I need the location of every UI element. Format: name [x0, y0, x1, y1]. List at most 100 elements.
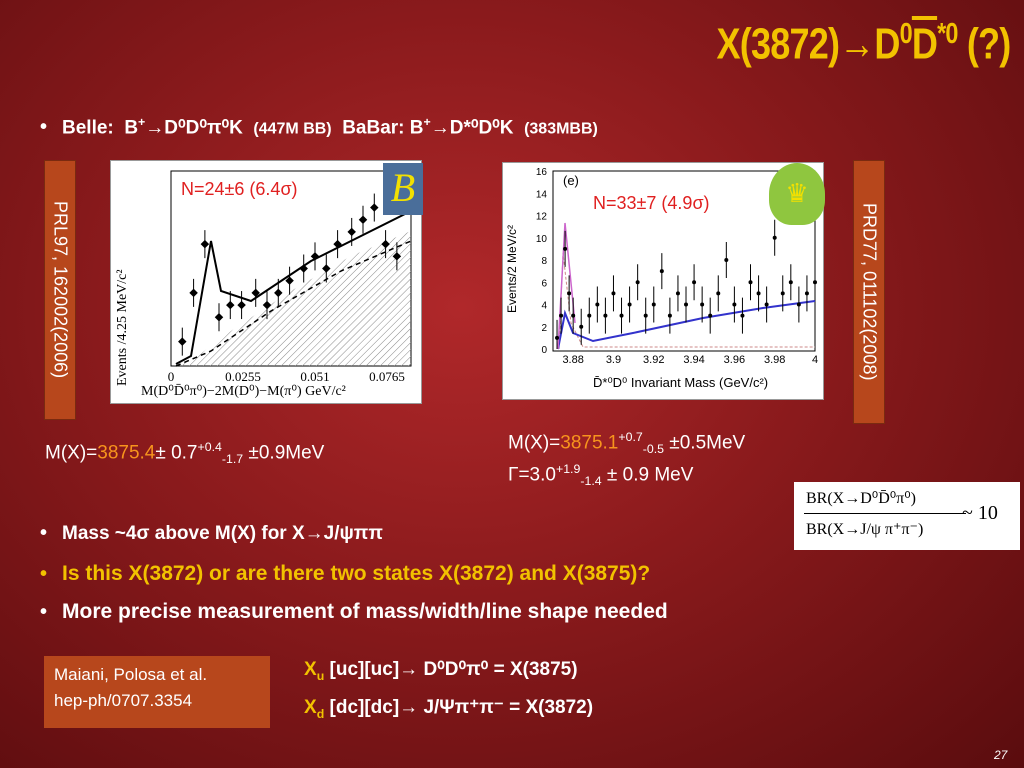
babar-data-point: [788, 280, 793, 285]
reference-authors: Maiani, Polosa et al.: [54, 665, 208, 684]
belle-signal-yield: N=24±6 (6.4σ): [181, 179, 298, 199]
belle-data-point: [200, 239, 210, 249]
babar-ytick-label: 14: [536, 189, 548, 200]
belle-data-point: [310, 252, 320, 261]
babar-data-point: [692, 280, 697, 285]
belle-ylabel: Events /4.25 MeV/c²: [115, 269, 130, 386]
ratio-denominator: BR(X→J/ψ π⁺π⁻): [806, 521, 924, 538]
bullet-mass: • Mass ~4σ above M(X) for X→J/ψππ: [40, 522, 383, 544]
branching-ratio-box: BR(X→D⁰D̄⁰π⁰) BR(X→J/ψ π⁺π⁻) ~ 10: [794, 482, 1020, 550]
babar-data-point: [611, 291, 616, 296]
mass-belle: M(X)=3875.4± 0.7+0.4-1.7 ±0.9MeV: [45, 440, 325, 467]
xu-line: Xu [uc][uc]→ D⁰D⁰π⁰ = X(3875): [304, 659, 578, 683]
belle-data-point: [189, 288, 198, 298]
babar-xtick-label: 4: [812, 354, 818, 366]
ratio-fraction-bar: [804, 513, 966, 514]
ratio-value: ~ 10: [962, 502, 998, 524]
belle-data-point: [381, 239, 390, 249]
width-babar: Γ=3.0+1.9-1.4 ± 0.9 MeV: [508, 462, 694, 489]
babar-xtick-label: 3.9: [606, 354, 621, 366]
babar-data-point: [675, 291, 680, 296]
babar-data-point: [772, 235, 777, 240]
bullet-icon: •: [40, 116, 48, 139]
babar-data-point: [651, 302, 656, 307]
babar-data-point: [603, 313, 608, 318]
babar-elephant-logo: ♛: [769, 163, 825, 225]
babar-ytick-label: 6: [541, 278, 547, 289]
belle-data-point: [299, 264, 308, 273]
babar-data-point: [559, 313, 564, 318]
belle-xtick-label: 0: [168, 369, 175, 384]
babar-data-point: [643, 313, 648, 318]
babar-xlabel: D̄*⁰D⁰ Invariant Mass (GeV/c²): [593, 375, 769, 390]
belle-data-point: [370, 203, 379, 212]
babar-data-point: [716, 291, 721, 296]
bullet-icon: •: [40, 601, 48, 623]
belle-data-point: [237, 300, 246, 310]
babar-data-point: [579, 324, 584, 329]
belle-xtick-label: 0.0255: [225, 369, 261, 384]
babar-data-point: [813, 280, 817, 285]
babar-data-point: [587, 313, 592, 318]
babar-data-point: [724, 258, 729, 262]
babar-data-point: [748, 280, 753, 285]
babar-plot: 3.88 3.9 3.92 3.94 3.96 3.98 4 0 2 4 6 8 10 12 14 16 (…: [502, 162, 825, 400]
babar-data-point: [740, 313, 745, 318]
xd-line: Xd [dc][dc]→ J/Ψπ⁺π⁻ = X(3872): [304, 697, 594, 721]
babar-ytick-label: 16: [536, 167, 548, 178]
belle-data-point: [358, 215, 368, 224]
reference-arxiv: hep-ph/0707.3354: [54, 691, 193, 710]
babar-ytick-label: 8: [541, 256, 547, 267]
belle-data-point: [333, 239, 342, 249]
bullet-measurement: • More precise measurement of mass/width/…: [40, 600, 668, 623]
belle-xlabel: M(D⁰D̄⁰π⁰)−2M(D⁰)−M(π⁰) GeV/c²: [141, 384, 346, 399]
ref-label-left: PRL97, 162002(2006): [44, 160, 76, 420]
babar-data-point: [627, 302, 632, 307]
bullet-icon: •: [40, 563, 48, 585]
babar-ytick-label: 10: [536, 234, 548, 245]
babar-ytick-label: 12: [536, 212, 548, 223]
babar-ylabel: Events/2 MeV/c²: [505, 224, 519, 313]
babar-data-point: [708, 313, 713, 318]
ratio-numerator: BR(X→D⁰D̄⁰π⁰): [806, 490, 916, 507]
babar-xtick-label: 3.94: [683, 354, 704, 366]
belle-plot: 0 0.0255 0.051 0.0765 N=24±6 (6.4σ) B Event…: [110, 160, 423, 404]
mass-babar: M(X)=3875.1+0.7-0.5 ±0.5MeV: [508, 430, 746, 457]
babar-data-point: [571, 313, 576, 318]
belle-xtick-label: 0.0765: [369, 369, 405, 384]
belle-plot-svg: 0 0.0255 0.051 0.0765: [168, 170, 412, 384]
babar-data-point: [567, 291, 572, 296]
belle-data-point: [285, 276, 294, 285]
page-title: X(3872)→D0D*0 (?): [716, 18, 1011, 69]
ref-label-right: PRD77, 011102(2008): [853, 160, 885, 424]
babar-ytick-label: 4: [541, 301, 547, 312]
babar-data-point: [595, 302, 600, 307]
babar-data-point: [659, 269, 664, 274]
bullet-icon: •: [40, 522, 48, 544]
belle-data-point: [178, 337, 187, 346]
babar-signal-yield: N=33±7 (4.9σ): [593, 193, 710, 213]
page-number: 27: [994, 748, 1008, 762]
babar-xtick-label: 3.98: [764, 354, 785, 366]
belle-data-point: [322, 264, 331, 273]
babar-xtick-label: 3.96: [724, 354, 745, 366]
belle-data-point: [214, 313, 224, 322]
babar-data-point: [563, 246, 568, 251]
babar-data-point: [635, 280, 640, 285]
belle-data-point: [274, 288, 283, 298]
babar-xtick-label: 3.92: [643, 354, 664, 366]
babar-data-point: [780, 291, 785, 296]
belle-data-point: [262, 300, 272, 310]
babar-data-point: [764, 302, 769, 307]
babar-ytick-label: 0: [541, 345, 547, 356]
belle-data-point: [347, 227, 356, 237]
reference-box: Maiani, Polosa et al. hep-ph/0707.3354: [44, 656, 270, 728]
belle-data-point: [392, 252, 402, 261]
babar-data-point: [700, 302, 705, 307]
belle-logo: B: [383, 163, 423, 215]
babar-data-point: [796, 302, 801, 307]
babar-data-point: [619, 313, 624, 318]
babar-data-point: [756, 291, 761, 296]
babar-xtick-label: 3.88: [562, 354, 583, 366]
babar-ytick-label: 2: [541, 323, 547, 334]
